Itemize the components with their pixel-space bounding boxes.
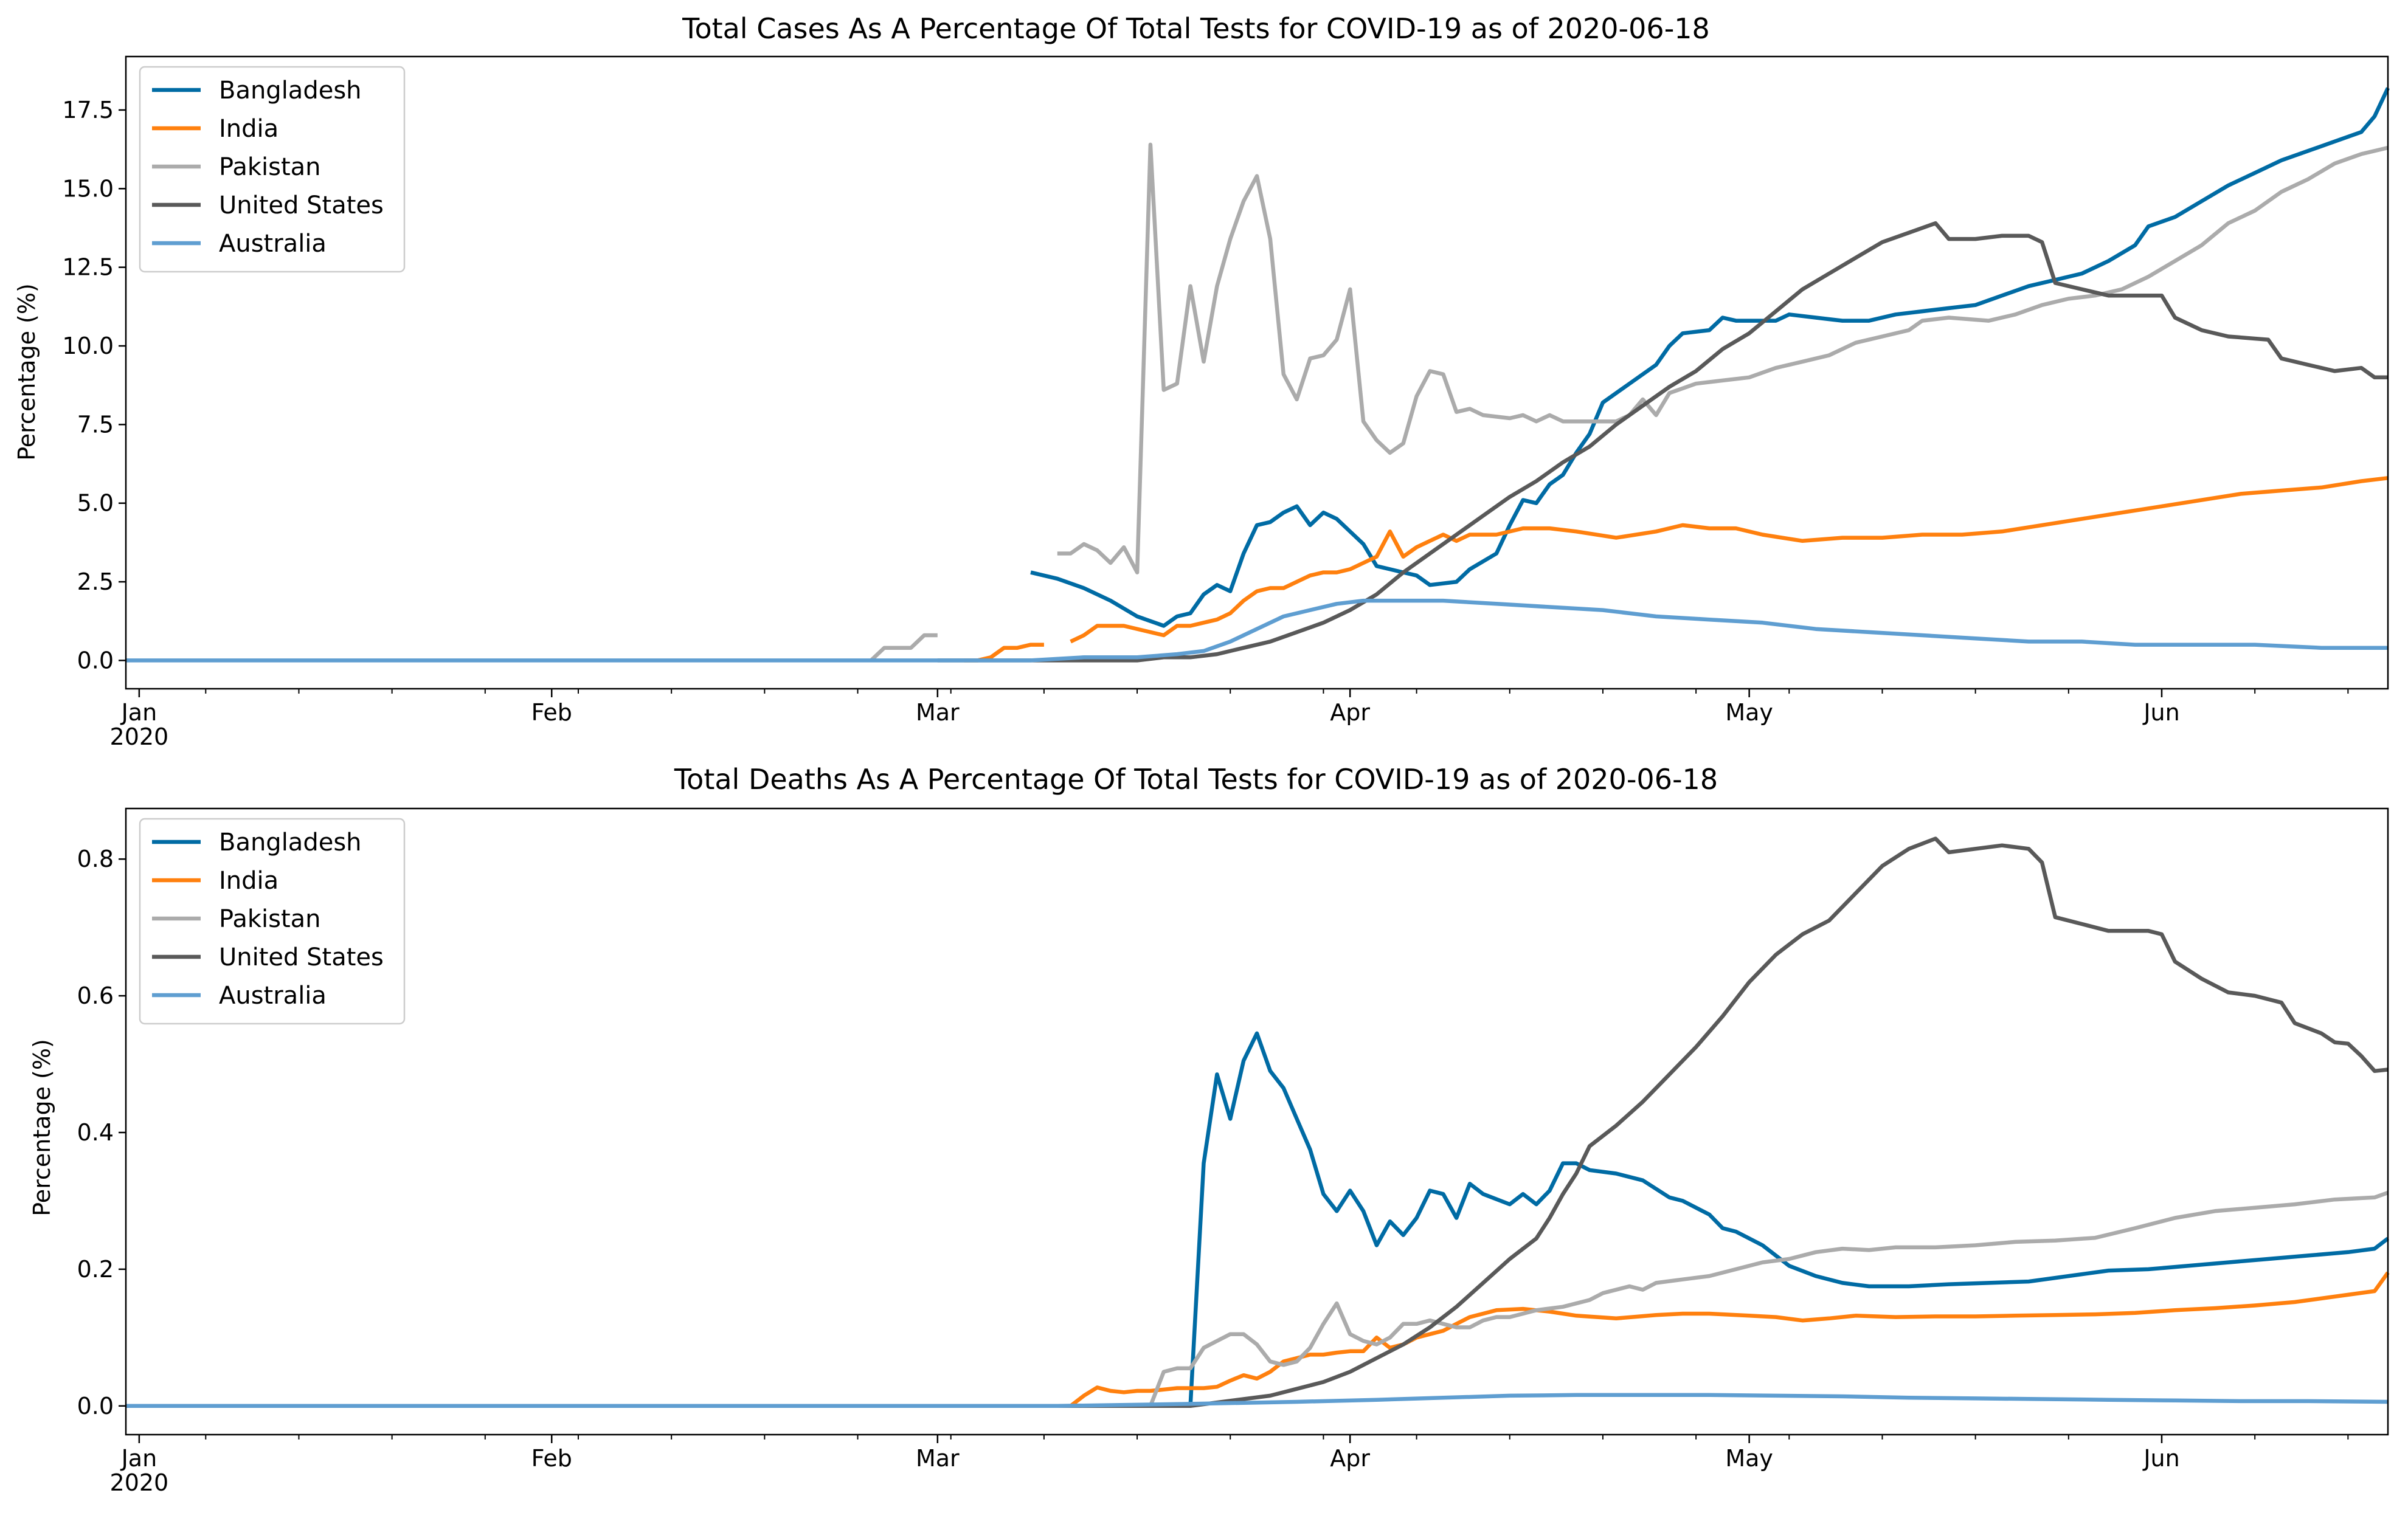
y-tick-label: 2.5 (77, 568, 114, 595)
plot-area-frame (125, 55, 2389, 690)
series-line-pakistan-seg2 (1057, 142, 2389, 574)
legend-label: United States (219, 191, 384, 219)
y-tick-label: 12.5 (62, 254, 114, 281)
series-line-australia (126, 598, 2388, 663)
x-tick-year-label: 2020 (110, 723, 169, 750)
chart-title: Total Deaths As A Percentage Of Total Te… (674, 763, 1718, 796)
series-line-india-seg1 (964, 643, 1044, 663)
x-tick-label: Mar (916, 1445, 960, 1472)
series-lines (126, 836, 2390, 1408)
series-line-india (1069, 1271, 2390, 1408)
y-axis-label: Percentage (%) (29, 1039, 55, 1216)
x-tick-label: Apr (1330, 1445, 1370, 1472)
x-tick-label: Jan (120, 1445, 157, 1472)
series-line-united-states (937, 221, 2388, 663)
legend-label: Australia (219, 230, 327, 258)
y-tick-label: 0.6 (77, 982, 114, 1009)
x-tick-label: Mar (916, 699, 960, 726)
y-tick-label: 15.0 (62, 175, 114, 202)
legend-label: India (219, 115, 279, 143)
x-tick-label: Feb (531, 699, 572, 726)
legend-label: India (219, 867, 279, 895)
x-tick-label: Jun (2142, 699, 2179, 726)
series-line-united-states (937, 836, 2389, 1408)
y-tick-label: 10.0 (62, 333, 114, 359)
y-axis-label: Percentage (%) (13, 283, 40, 461)
x-tick-label: May (1725, 699, 1773, 726)
series-lines (126, 87, 2390, 663)
legend-label: Pakistan (219, 905, 321, 933)
y-tick-label: 0.4 (77, 1119, 114, 1146)
plot-area-frame (125, 807, 2389, 1436)
legend-label: Australia (219, 982, 327, 1010)
y-tick-label: 17.5 (62, 97, 114, 123)
y-tick-label: 0.0 (77, 1393, 114, 1419)
legend-label: Pakistan (219, 153, 321, 181)
series-line-india-seg2 (1070, 476, 2389, 644)
x-tick-label: May (1725, 1445, 1773, 1472)
y-tick-label: 5.0 (77, 490, 114, 517)
series-line-bangladesh (126, 1031, 2389, 1408)
series-line-australia (126, 1393, 2389, 1408)
x-tick-year-label: 2020 (110, 1469, 169, 1496)
y-tick-label: 0.2 (77, 1256, 114, 1283)
legend-label: Bangladesh (219, 829, 362, 857)
y-tick-label: 0.8 (77, 846, 114, 872)
legend-box (139, 66, 406, 273)
series-line-pakistan-seg1 (870, 633, 938, 662)
x-tick-label: Feb (531, 1445, 572, 1472)
x-tick-label: Apr (1330, 699, 1370, 726)
legend-label: Bangladesh (219, 77, 362, 105)
series-line-bangladesh (1030, 87, 2390, 628)
legend-label: United States (219, 943, 384, 971)
chart-title: Total Cases As A Percentage Of Total Tes… (682, 12, 1710, 45)
y-tick-label: 0.0 (77, 647, 114, 674)
legend: Bangladesh India Pakistan United States Aust… (139, 818, 406, 1025)
y-tick-label: 7.5 (77, 411, 114, 438)
legend: Bangladesh India Pakistan United States Aust… (139, 66, 406, 273)
series-line-pakistan (1148, 1190, 2389, 1407)
x-tick-label: Jan (120, 699, 157, 726)
legend-box (139, 818, 406, 1025)
x-tick-label: Jun (2142, 1445, 2179, 1472)
